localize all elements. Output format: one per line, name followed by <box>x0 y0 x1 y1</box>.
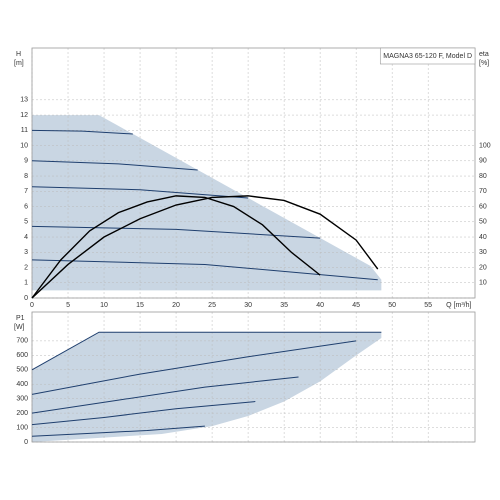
y-tick-label: 100 <box>16 424 28 431</box>
y2-tick-label: 30 <box>479 249 487 256</box>
x-tick-label: 10 <box>100 302 108 309</box>
y2-tick-label: 80 <box>479 173 487 180</box>
y-tick-label: 4 <box>24 234 28 241</box>
x-tick-label: 25 <box>208 302 216 309</box>
y2-tick-label: 40 <box>479 234 487 241</box>
chart-title: MAGNA3 65-120 F, Model D <box>383 53 472 60</box>
y-axis-label: H <box>16 51 21 58</box>
y-tick-label: 400 <box>16 381 28 388</box>
x-axis-label: Q [m³/h] <box>446 302 471 309</box>
plot-frame <box>31 47 476 299</box>
y2-axis-label: eta <box>479 51 489 58</box>
y-tick-label: 200 <box>16 410 28 417</box>
performance-curve <box>31 376 299 414</box>
performance-curve <box>31 340 357 395</box>
y-tick-label: 300 <box>16 396 28 403</box>
title-box <box>379 47 476 65</box>
y-axis-unit: [m] <box>14 60 24 67</box>
x-tick-label: 5 <box>66 302 70 309</box>
y2-tick-label: 50 <box>479 219 487 226</box>
y2-tick-label: 70 <box>479 188 487 195</box>
y-tick-label: 12 <box>20 112 28 119</box>
performance-curve <box>31 129 133 135</box>
y-tick-label: 9 <box>24 158 28 165</box>
x-tick-label: 15 <box>136 302 144 309</box>
y-tick-label: 0 <box>24 295 28 302</box>
performance-curve <box>31 160 198 171</box>
y-tick-label: 0 <box>24 439 28 446</box>
y2-tick-label: 60 <box>479 203 487 210</box>
y-tick-label: 500 <box>16 367 28 374</box>
y-tick-label: 600 <box>16 352 28 359</box>
performance-curve <box>31 425 205 437</box>
y2-axis-unit: [%] <box>479 60 489 67</box>
y-axis-unit: [W] <box>14 324 25 331</box>
y-tick-label: 3 <box>24 249 28 256</box>
x-tick-label: 30 <box>244 302 252 309</box>
y-axis-label: P1 <box>16 315 25 322</box>
y-tick-label: 13 <box>20 97 28 104</box>
performance-curve <box>31 331 382 371</box>
y-tick-label: 5 <box>24 219 28 226</box>
y-tick-label: 2 <box>24 264 28 271</box>
y-tick-label: 10 <box>20 142 28 149</box>
y-tick-label: 11 <box>21 127 28 134</box>
efficiency-curve <box>31 195 379 299</box>
y-tick-label: 7 <box>24 188 28 195</box>
x-tick-label: 35 <box>280 302 288 309</box>
x-tick-label: 0 <box>30 302 34 309</box>
x-tick-label: 40 <box>316 302 324 309</box>
x-tick-label: 55 <box>424 302 432 309</box>
y2-tick-label: 90 <box>479 158 487 165</box>
x-tick-label: 45 <box>352 302 360 309</box>
y2-tick-label: 20 <box>479 264 487 271</box>
performance-curve <box>31 225 321 239</box>
y2-tick-label: 10 <box>479 280 487 287</box>
y2-tick-label: 100 <box>479 142 491 149</box>
plot-frame <box>31 311 476 443</box>
y-tick-label: 700 <box>16 338 28 345</box>
y-tick-label: 6 <box>24 203 28 210</box>
performance-curve <box>31 186 249 199</box>
performance-curve <box>31 401 256 426</box>
operating-region <box>32 115 382 291</box>
efficiency-curve <box>31 195 321 299</box>
y-tick-label: 8 <box>24 173 28 180</box>
x-tick-label: 50 <box>388 302 396 309</box>
x-tick-label: 20 <box>172 302 180 309</box>
y-tick-label: 1 <box>24 280 28 287</box>
